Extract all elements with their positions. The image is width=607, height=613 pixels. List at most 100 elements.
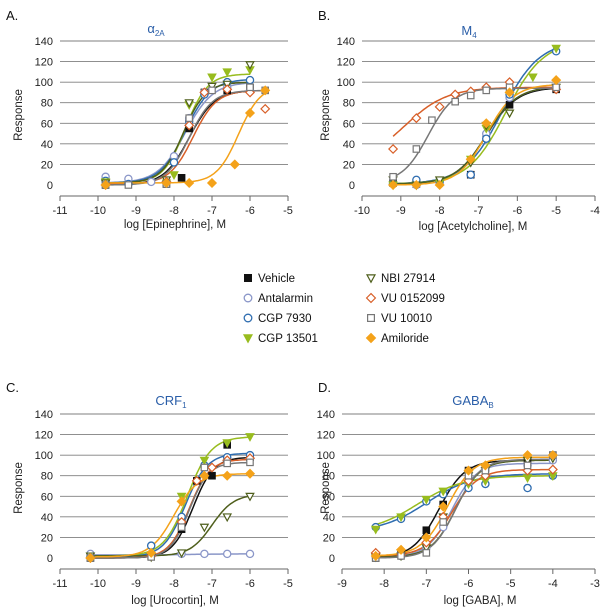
panel-a-curve-vu-10010: [105, 89, 266, 186]
panel-d-point-amiloride: [370, 550, 381, 561]
panel-a-title: α2A: [147, 21, 165, 38]
panel-b-point-cgp-13501: [528, 73, 538, 83]
panel-a-ytick-label: 100: [35, 77, 53, 89]
panel-a-point-amiloride: [161, 177, 172, 188]
panel-c-point-cgp-13501: [222, 439, 233, 449]
panel-c-title: CRF1: [155, 393, 187, 410]
panel-d-point-amiloride: [395, 544, 407, 555]
panel-b-curve-vu-10010: [392, 87, 557, 178]
panel-c-ylabel: Response: [13, 462, 25, 514]
panel-a-point-nbi-27914: [245, 61, 255, 70]
panel-b-point-vehicle: [505, 100, 514, 109]
panel-a-curve-antalarmin: [105, 82, 251, 184]
panel-b-xtick-label: -7: [474, 205, 484, 217]
panel-a-point-vu-0152099: [260, 103, 271, 114]
panel-d-point-amiloride: [522, 450, 533, 461]
panel-a-point-antalarmin: [146, 177, 156, 187]
panel-b-point-amiloride: [434, 179, 445, 191]
panel-d-xtick-label: -4: [548, 578, 558, 590]
panel-a-point-amiloride: [260, 85, 271, 96]
panel-a-point-vu-10010: [185, 114, 194, 122]
panel-b: B. M4 Response log [Acetylcholine], M 0 2…: [318, 8, 600, 233]
panel-a-point-vu-10010: [124, 181, 133, 189]
panel-d-point-cgp-13501: [438, 487, 449, 497]
panel-c-point-amiloride: [199, 470, 210, 481]
panel-b-xtick-label: -9: [396, 205, 406, 217]
panel-a-xtick-label: -8: [169, 205, 179, 217]
panel-c-point-amiloride: [176, 496, 187, 507]
panel-a-point-amiloride: [229, 159, 240, 170]
panel-c-ytick-label: 20: [41, 532, 53, 544]
panel-b-ytick-label: 140: [337, 36, 355, 48]
panel-b-point-vu-10010: [451, 97, 460, 106]
panel-d-xlabel: log [GABA], M: [444, 595, 517, 607]
panel-b-curve-amiloride: [393, 84, 557, 186]
panel-b-plot: 0 20 40 60 80 100 120 140 -10 -9 -8 -7 -6 -5 -4: [337, 36, 600, 217]
panel-a-plot: 0 20 40 60 80 100 120 140 -11 -10 -9 -8 -7 -6 -5: [35, 36, 293, 217]
panel-a-point-cgp-13501: [169, 171, 179, 180]
panel-b-xtick-label: -10: [354, 205, 370, 217]
panel-d-xtick-label: -6: [464, 578, 474, 590]
panel-d-ytick-label: 100: [317, 450, 335, 462]
panel-b-point-vu-10010: [466, 91, 475, 100]
legend-marker-amiloride: [365, 332, 377, 344]
panel-d-point-amiloride: [421, 532, 432, 543]
panel-c-ytick-label: 100: [35, 450, 53, 462]
panel-c: C. CRF1 Response log [Urocortin], M 0 20 4…: [6, 380, 293, 607]
panel-b-xtick-label: -5: [551, 205, 561, 217]
panel-d-point-vu-0152099: [547, 464, 558, 475]
panel-d-ytick-label: 80: [323, 471, 335, 483]
panel-c-point-amiloride: [146, 547, 157, 558]
legend-label-cgp-7930: CGP 7930: [258, 313, 312, 325]
panel-b-point-vu-10010: [428, 116, 436, 125]
panel-c-ytick-label: 60: [41, 491, 53, 503]
panel-b-title: M4: [461, 23, 477, 40]
panel-b-ytick-label: 120: [337, 57, 355, 69]
panel-a-point-amiloride: [206, 177, 218, 188]
panel-b-point-vu-0152099: [388, 143, 399, 155]
panel-a-point-cgp-13501: [222, 68, 233, 78]
panel-b-point-amiloride: [465, 154, 476, 165]
panel-a-curve-vu-0152099: [105, 89, 266, 185]
panel-d-xtick-label: -8: [379, 578, 389, 590]
panel-d-point-cgp-7930: [523, 483, 532, 493]
panel-b-ytick-label: 100: [337, 77, 355, 89]
panel-b-point-vu-0152099: [434, 101, 445, 112]
panel-b-ytick-label: 20: [343, 159, 355, 171]
panel-a-ytick-label: 20: [41, 159, 53, 171]
panel-c-point-vu-10010: [223, 459, 232, 468]
panel-c-curve-cgp-7930: [90, 452, 250, 558]
legend-label-cgp-13501: CGP 13501: [258, 333, 318, 345]
panel-d-ytick-label: 140: [317, 409, 335, 421]
panel-b-ytick-label: 60: [343, 118, 355, 130]
panel-b-xtick-label: -6: [512, 205, 522, 217]
panel-c-ytick-label: 40: [41, 512, 53, 524]
panel-d-xtick-label: -3: [590, 578, 600, 590]
panel-c-point-nbi-27914: [245, 492, 255, 502]
panel-d-point-vu-0152099: [421, 537, 432, 548]
legend-label-amiloride: Amiloride: [381, 333, 429, 345]
panel-a-xlabel: log [Epinephrine], M: [124, 219, 226, 231]
panel-b-ytick-label: 0: [349, 180, 355, 192]
panel-c-point-amiloride: [244, 468, 256, 479]
legend-marker-nbi-27914: [365, 274, 377, 284]
panel-d-letter: D.: [318, 380, 331, 395]
panel-b-point-vu-0152099: [411, 113, 422, 124]
panel-a-xtick-label: -7: [207, 205, 217, 217]
panel-c-xlabel: log [Urocortin], M: [131, 595, 219, 607]
legend-label-nbi-27914: NBI 27914: [381, 273, 436, 285]
panel-d-point-amiloride: [463, 465, 474, 476]
panel-a-point-vu-0152099: [222, 84, 233, 95]
panel-c-point-vehicle: [208, 471, 216, 480]
panel-c-point-nbi-27914: [199, 523, 210, 533]
panel-a-xtick-label: -5: [283, 205, 293, 217]
panel-b-point-amiloride: [481, 118, 492, 129]
panel-a-curve-vehicle: [105, 90, 251, 186]
legend-label-vehicle: Vehicle: [258, 273, 295, 285]
panel-d-point-amiloride: [480, 460, 491, 471]
panel-c-point-amiloride: [85, 552, 96, 564]
panel-a-xtick-label: -6: [245, 205, 255, 217]
legend-marker-vu-0152099: [365, 292, 377, 304]
panel-c-curve-vu-10010: [90, 461, 251, 559]
